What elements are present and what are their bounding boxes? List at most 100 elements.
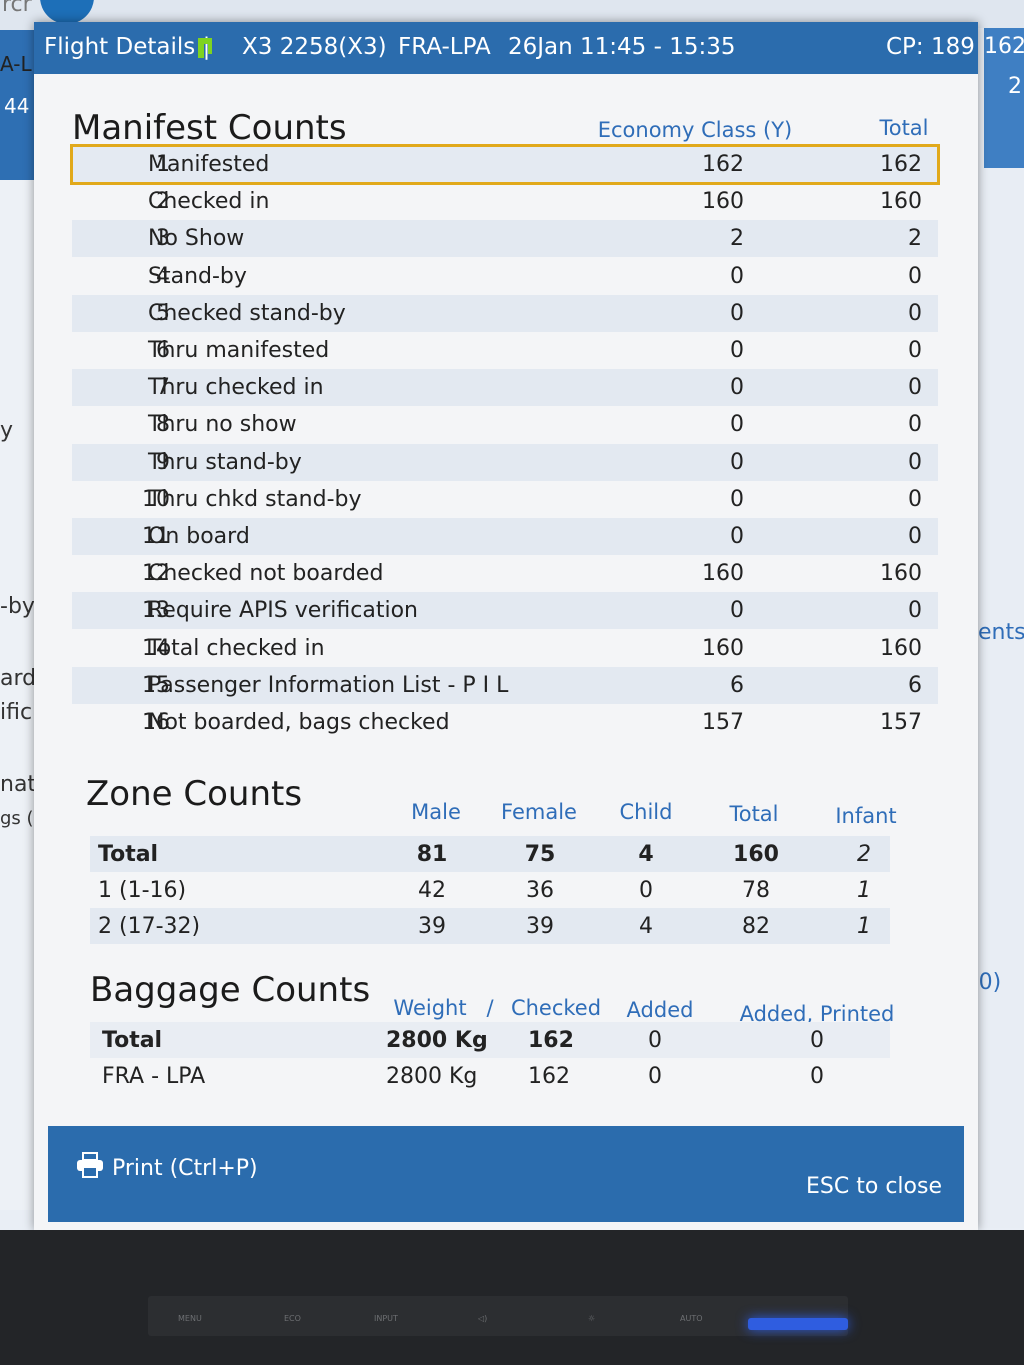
background-right-highlight	[984, 28, 1024, 168]
background-text: 44	[4, 94, 30, 118]
baggage-weight: 2800 Kg	[386, 1028, 488, 1053]
economy-count: 0	[730, 449, 744, 475]
economy-count: 160	[702, 561, 744, 587]
row-label: Thru no show	[148, 412, 297, 438]
flight-route: FRA-LPA	[398, 34, 491, 60]
manifest-row[interactable]: 3 No Show 2 2	[72, 220, 938, 258]
manifest-row[interactable]: 9 Thru stand-by 0 0	[72, 443, 938, 481]
row-label: Thru checked in	[148, 375, 324, 401]
manifest-row[interactable]: 7 Thru checked in 0 0	[72, 369, 938, 407]
zone-label: Total	[98, 842, 159, 867]
background-left-panel	[0, 30, 34, 1210]
baggage-header-checked: Checked	[510, 996, 602, 1020]
row-label: Total checked in	[148, 635, 325, 661]
row-number: 15	[142, 672, 170, 698]
manifest-row[interactable]: 11 On board 0 0	[72, 518, 938, 555]
row-number: 2	[156, 189, 170, 215]
manifest-row[interactable]: 12 Checked not boarded 160 160	[72, 555, 938, 592]
row-label: Manifested	[148, 152, 270, 177]
row-number: 4	[156, 263, 170, 289]
zone-female-value: 39	[526, 914, 554, 939]
total-count: 0	[908, 263, 922, 289]
baggage-checked: 162	[528, 1064, 570, 1089]
power-indicator-icon[interactable]	[748, 1318, 848, 1330]
zone-header-female: Female	[501, 800, 577, 824]
background-left-highlight	[0, 30, 34, 180]
zone-child-value: 0	[639, 878, 653, 903]
total-count: 0	[908, 598, 922, 624]
zone-total-value: 82	[742, 914, 770, 939]
flight-number: X3 2258(X3)	[242, 34, 387, 60]
row-number: 12	[142, 561, 170, 587]
baggage-added: 0	[648, 1064, 662, 1089]
total-count: 0	[908, 300, 922, 326]
dialog-footer: Print (Ctrl+P) ESC to close	[48, 1126, 964, 1222]
manifest-row[interactable]: 6 Thru manifested 0 0	[72, 332, 938, 369]
col-header-economy: Economy Class (Y)	[597, 118, 793, 142]
monitor-brightness-icon[interactable]: ☼	[588, 1314, 596, 1323]
baggage-checked: 162	[528, 1028, 574, 1053]
zone-child-value: 4	[638, 842, 654, 867]
zone-total-value: 78	[742, 878, 770, 903]
zone-total-value: 160	[733, 842, 779, 867]
monitor-eco-button[interactable]: ECO	[284, 1314, 301, 1323]
manifest-row[interactable]: 8 Thru no show 0 0	[72, 406, 938, 443]
manifest-row[interactable]: 10 Thru chkd stand-by 0 0	[72, 481, 938, 518]
total-count: 0	[908, 412, 922, 438]
background-text: gs (	[0, 808, 34, 829]
monitor-volume-icon[interactable]: ◁)	[478, 1314, 488, 1323]
zone-counts-title: Zone Counts	[86, 774, 303, 814]
row-label: Thru stand-by	[148, 449, 302, 475]
economy-count: 162	[702, 152, 744, 177]
total-count: 6	[908, 672, 922, 698]
zone-row: 2 (17-32) 39 39 4 82 1	[90, 908, 890, 944]
close-button[interactable]: ESC to close	[806, 1174, 942, 1199]
manifest-row[interactable]: 4 Stand-by 0 0	[72, 258, 938, 295]
baggage-label: Total	[102, 1028, 163, 1053]
economy-count: 0	[730, 263, 744, 289]
manifest-row[interactable]: 1 Manifested 162 162	[70, 144, 940, 185]
total-count: 160	[880, 561, 922, 587]
background-text: ific	[0, 700, 33, 725]
monitor-input-button[interactable]: INPUT	[374, 1314, 398, 1323]
zone-female-value: 75	[524, 842, 556, 867]
economy-count: 0	[730, 412, 744, 438]
zone-header-total: Total	[729, 802, 779, 826]
zone-row: Total 81 75 4 160 2	[90, 836, 890, 872]
economy-count: 160	[702, 189, 744, 215]
print-button-label: Print (Ctrl+P)	[112, 1155, 258, 1181]
zone-infant-value: 1	[857, 878, 871, 903]
zone-label: 1 (1-16)	[98, 878, 187, 903]
total-count: 162	[880, 152, 922, 177]
total-count: 0	[908, 338, 922, 363]
manifest-row[interactable]: 16 Not boarded, bags checked 157 157	[72, 704, 938, 741]
baggage-row: FRA - LPA 2800 Kg 162 0 0	[90, 1058, 890, 1094]
monitor-auto-button[interactable]: AUTO	[680, 1314, 703, 1323]
zone-row: 1 (1-16) 42 36 0 78 1	[90, 872, 890, 908]
economy-count: 157	[702, 710, 744, 735]
row-number: 14	[142, 635, 170, 661]
row-number: 5	[156, 300, 170, 326]
row-label: On board	[148, 524, 250, 549]
background-right-panel	[978, 28, 1024, 1228]
total-count: 157	[880, 710, 922, 735]
manifest-row[interactable]: 15 Passenger Information List - P I L 6 6	[72, 666, 938, 704]
background-text: ents	[978, 620, 1024, 645]
row-number: 3	[156, 226, 170, 252]
printer-icon	[76, 1152, 104, 1184]
zone-female-value: 36	[526, 878, 554, 903]
baggage-header-added: Added	[626, 998, 694, 1022]
flight-status-icon	[196, 36, 218, 60]
row-label: Stand-by	[148, 263, 247, 289]
row-label: Passenger Information List - P I L	[148, 672, 509, 698]
manifest-row[interactable]: 14 Total checked in 160 160	[72, 630, 938, 667]
manifest-row[interactable]: 13 Require APIS verification 0 0	[72, 592, 938, 630]
manifest-row[interactable]: 5 Checked stand-by 0 0	[72, 294, 938, 332]
print-button[interactable]: Print (Ctrl+P)	[76, 1152, 258, 1184]
manifest-row[interactable]: 2 Checked in 160 160	[72, 183, 938, 220]
col-header-total: Total	[879, 116, 929, 140]
monitor-menu-button[interactable]: MENU	[178, 1314, 202, 1323]
zone-infant-value: 2	[857, 842, 871, 867]
row-label: Checked not boarded	[148, 561, 384, 587]
zone-male-value: 81	[416, 842, 448, 867]
